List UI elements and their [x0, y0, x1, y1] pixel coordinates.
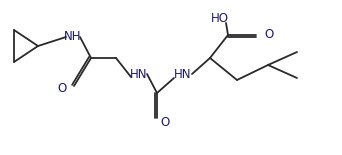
Text: HO: HO	[211, 11, 229, 24]
Text: O: O	[57, 82, 67, 95]
Text: O: O	[264, 29, 274, 42]
Text: O: O	[160, 115, 170, 128]
Text: NH: NH	[64, 31, 82, 44]
Text: HN: HN	[130, 67, 148, 80]
Text: HN: HN	[174, 67, 192, 80]
